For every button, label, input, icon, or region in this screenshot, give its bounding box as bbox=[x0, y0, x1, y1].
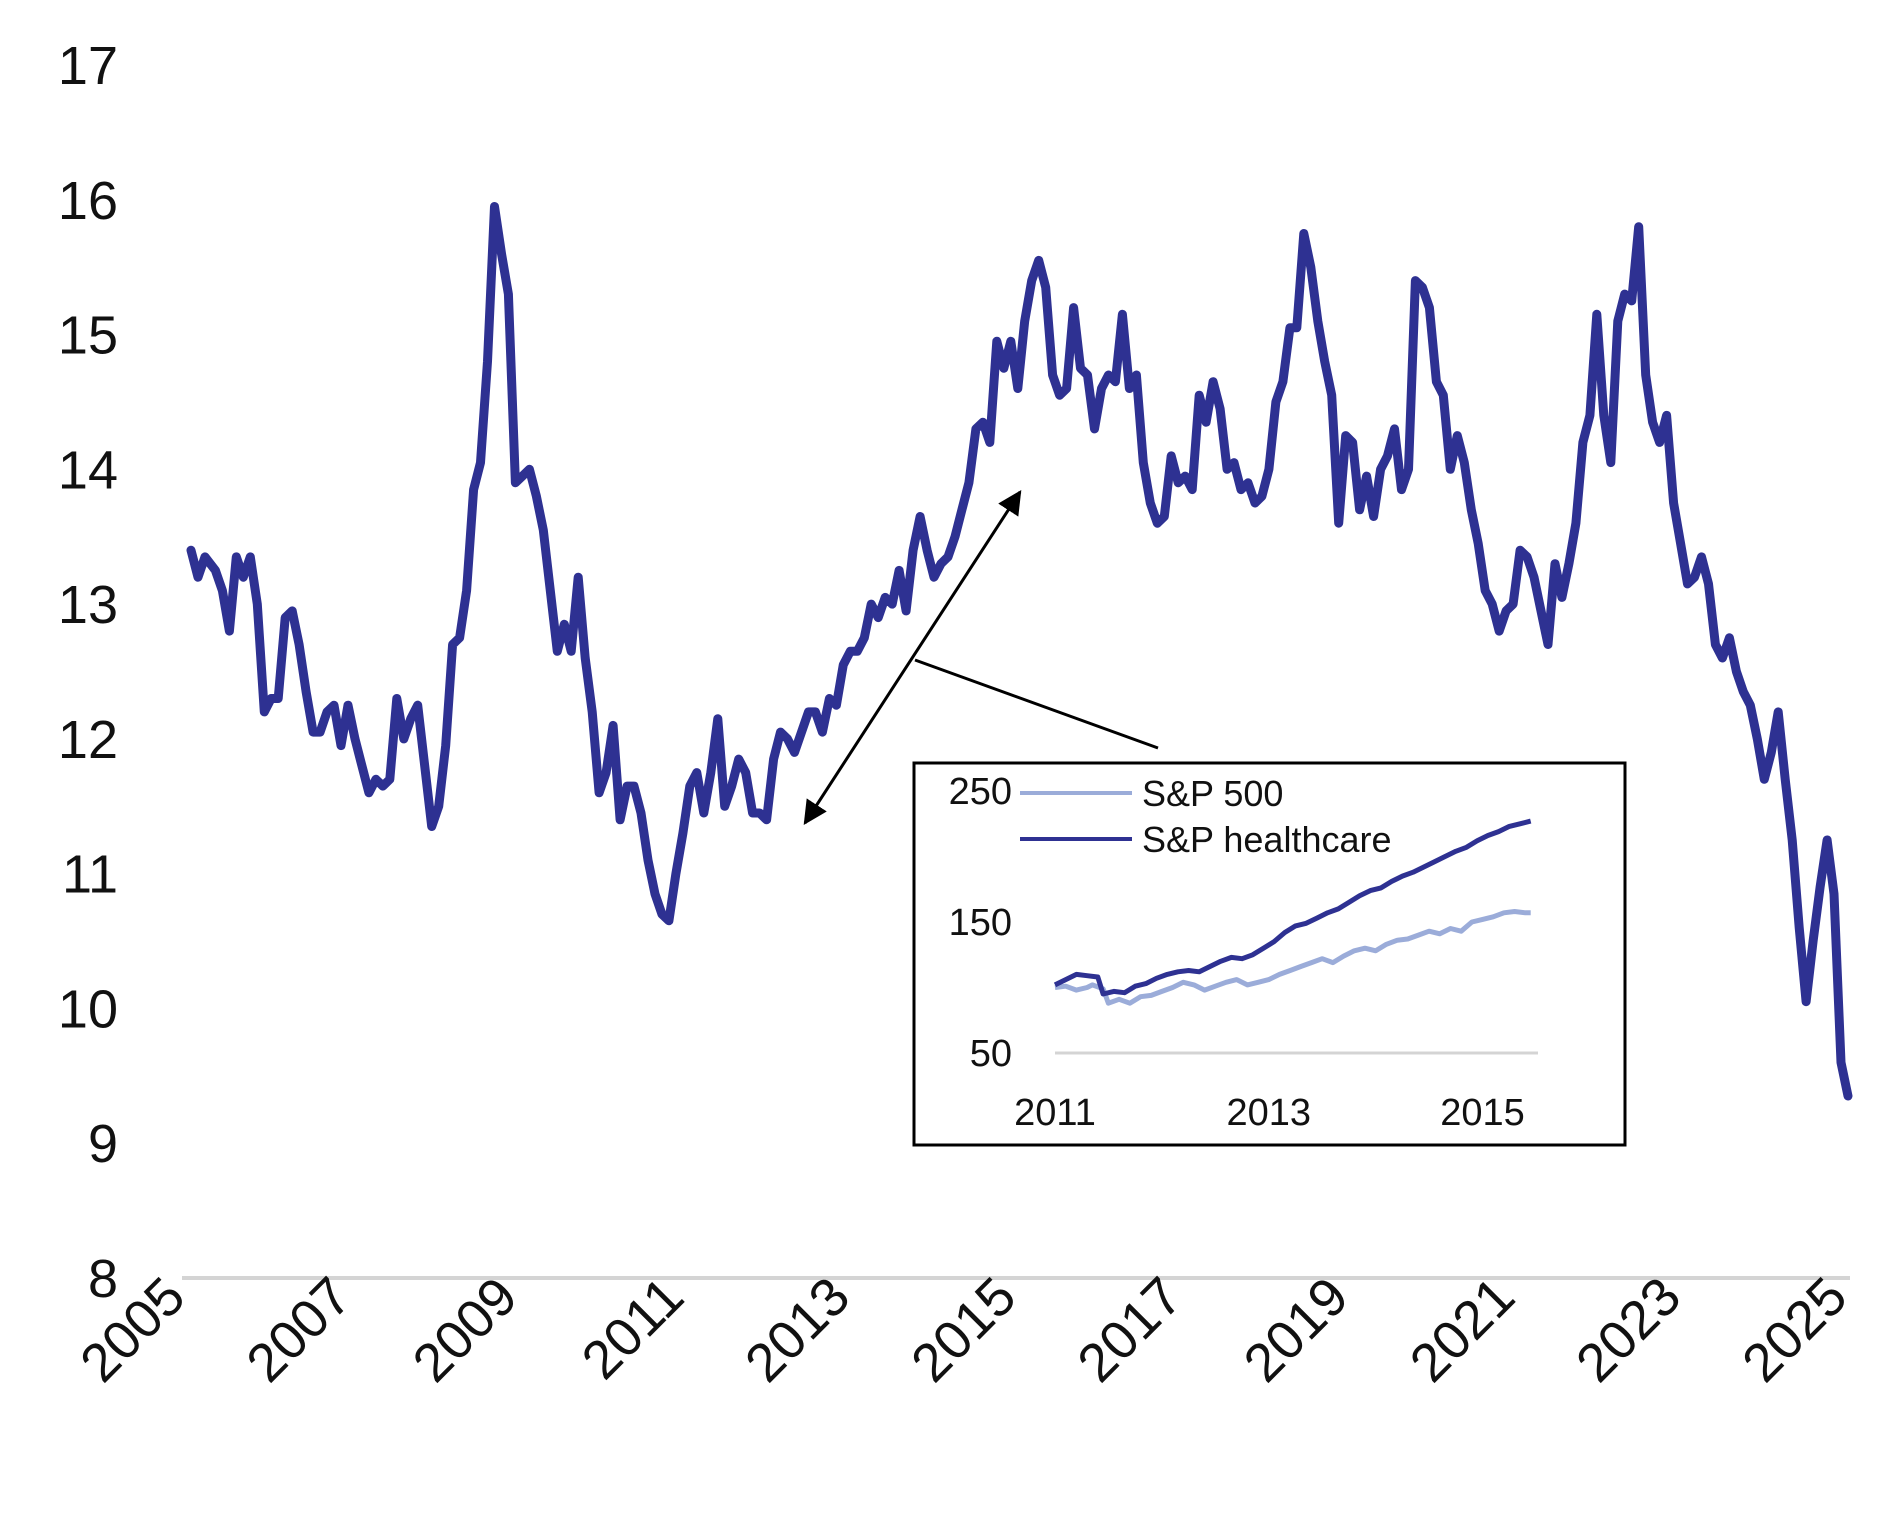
inset-x-tick-label: 2011 bbox=[1014, 1092, 1096, 1134]
double-arrow bbox=[803, 489, 1022, 826]
inset-chart: 50 150 250 2011 2013 2015 S&P 500 S&P health… bbox=[912, 761, 1627, 1147]
inset-x-axis-ticks: 2011 2013 2015 bbox=[1014, 1092, 1525, 1134]
x-tick-label: 2017 bbox=[1066, 1266, 1193, 1393]
y-tick-label: 10 bbox=[58, 979, 118, 1039]
inset-y-axis-ticks: 50 150 250 bbox=[949, 771, 1012, 1075]
x-tick-label: 2015 bbox=[900, 1266, 1027, 1393]
inset-y-tick-label: 50 bbox=[970, 1033, 1012, 1075]
y-tick-label: 15 bbox=[58, 306, 118, 366]
inset-x-tick-label: 2015 bbox=[1440, 1092, 1525, 1134]
y-tick-label: 17 bbox=[58, 36, 118, 96]
y-tick-label: 16 bbox=[58, 171, 118, 231]
callout-line bbox=[914, 658, 1159, 750]
annotation bbox=[803, 489, 1159, 826]
main-x-axis-ticks: 2005 2007 2009 2011 2013 2015 2017 2019 2021 2023… bbox=[69, 1266, 1858, 1393]
inset-legend: S&P 500 S&P healthcare bbox=[1020, 773, 1392, 860]
x-tick-label: 2011 bbox=[571, 1266, 696, 1391]
inset-x-tick-label: 2013 bbox=[1227, 1092, 1312, 1134]
y-tick-label: 11 bbox=[62, 845, 118, 905]
y-tick-label: 13 bbox=[58, 575, 118, 635]
y-tick-label: 8 bbox=[88, 1249, 118, 1309]
main-series-line bbox=[186, 202, 1853, 1101]
inset-sp500-line bbox=[1054, 909, 1531, 1006]
y-tick-label: 9 bbox=[88, 1114, 118, 1174]
legend-label-healthcare: S&P healthcare bbox=[1142, 819, 1392, 860]
x-tick-label: 2025 bbox=[1731, 1266, 1858, 1393]
x-tick-label: 2007 bbox=[235, 1266, 362, 1393]
x-tick-label: 2021 bbox=[1399, 1266, 1526, 1393]
inset-y-tick-label: 150 bbox=[949, 902, 1012, 944]
x-tick-label: 2023 bbox=[1565, 1266, 1692, 1393]
x-tick-label: 2013 bbox=[734, 1266, 861, 1393]
y-tick-label: 14 bbox=[58, 440, 118, 500]
main-y-axis-ticks: 8 9 10 11 12 13 14 15 16 17 bbox=[58, 36, 118, 1309]
inset-y-tick-label: 250 bbox=[949, 771, 1012, 813]
x-tick-label: 2019 bbox=[1233, 1266, 1360, 1393]
y-tick-label: 12 bbox=[58, 710, 118, 770]
inset-healthcare-line bbox=[1053, 818, 1532, 997]
legend-label-sp500: S&P 500 bbox=[1142, 773, 1283, 814]
x-tick-label: 2009 bbox=[402, 1266, 529, 1393]
